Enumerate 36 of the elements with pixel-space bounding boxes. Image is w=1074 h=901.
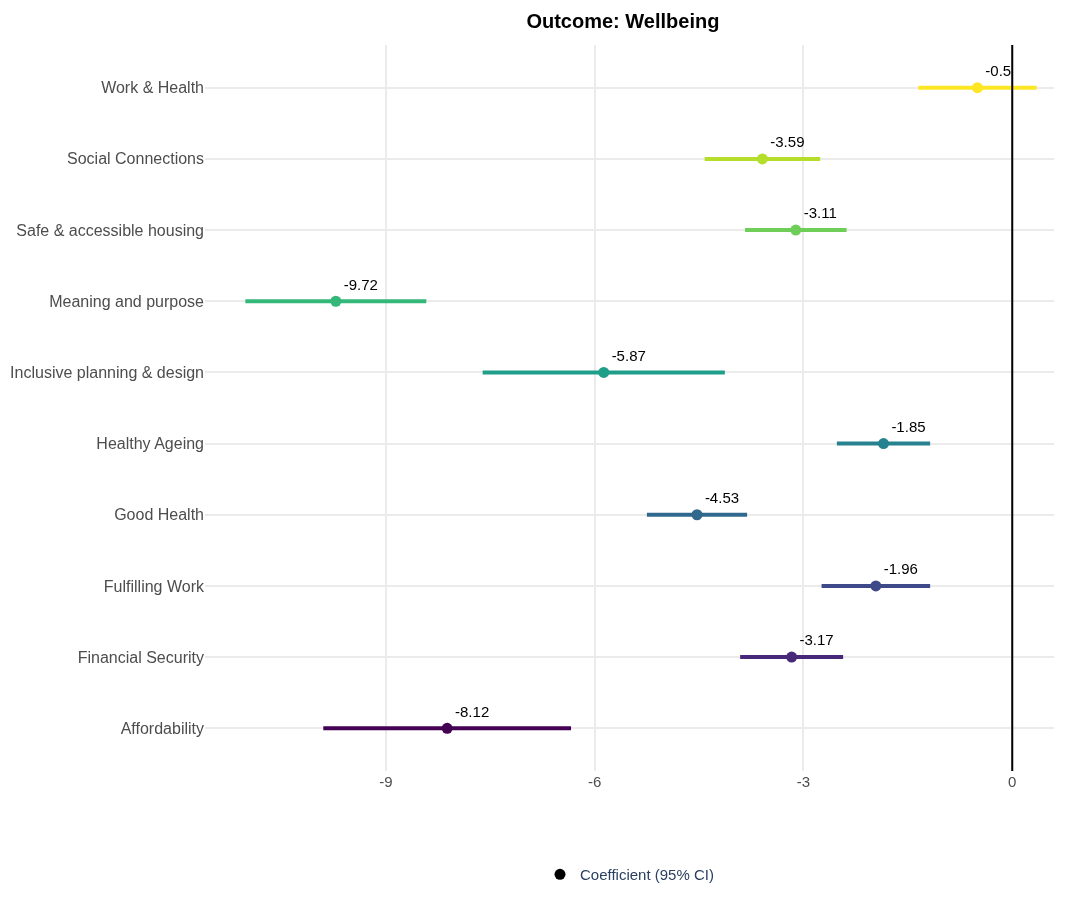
point — [691, 509, 703, 521]
data-label: -3.11 — [803, 204, 837, 222]
y-tick-label: Safe & accessible housing — [16, 221, 204, 239]
data-label: -3.17 — [799, 631, 834, 649]
y-tick-label: Good Health — [114, 506, 204, 524]
y-tick-label: Meaning and purpose — [49, 292, 205, 310]
x-tick-label: -6 — [588, 773, 602, 790]
data-label: -0.5 — [985, 62, 1012, 80]
y-tick-label: Fulfilling Work — [103, 577, 205, 595]
point — [441, 722, 453, 734]
data-label: -1.96 — [883, 560, 918, 578]
point — [786, 651, 798, 663]
y-tick-label: Social Connections — [67, 150, 204, 168]
y-tick-label: Work & Health — [101, 79, 204, 97]
data-label: -3.59 — [770, 133, 805, 151]
data-label: -4.53 — [704, 489, 740, 507]
point — [878, 438, 889, 450]
point — [598, 366, 610, 378]
x-tick-label: -3 — [796, 773, 811, 790]
chart-title: Outcome: Wellbeing — [526, 9, 720, 32]
x-tick-label: 0 — [1008, 773, 1017, 790]
y-tick-label: Inclusive planning & design — [10, 364, 204, 382]
y-tick-label: Financial Security — [77, 648, 204, 666]
point — [756, 153, 768, 165]
text: Coefficient (95% CI) — [580, 866, 714, 884]
y-tick-label: Affordability — [120, 719, 204, 737]
data-label: -5.87 — [611, 346, 646, 364]
data-label: -1.85 — [891, 417, 926, 435]
point — [330, 295, 342, 307]
data-label: -9.72 — [343, 275, 378, 293]
point — [971, 82, 983, 94]
point — [790, 224, 802, 236]
x-tick-label: -9 — [379, 773, 393, 790]
data-label: -8.12 — [455, 702, 490, 720]
point — [870, 580, 882, 592]
y-tick-label: Healthy Ageing — [96, 435, 204, 453]
